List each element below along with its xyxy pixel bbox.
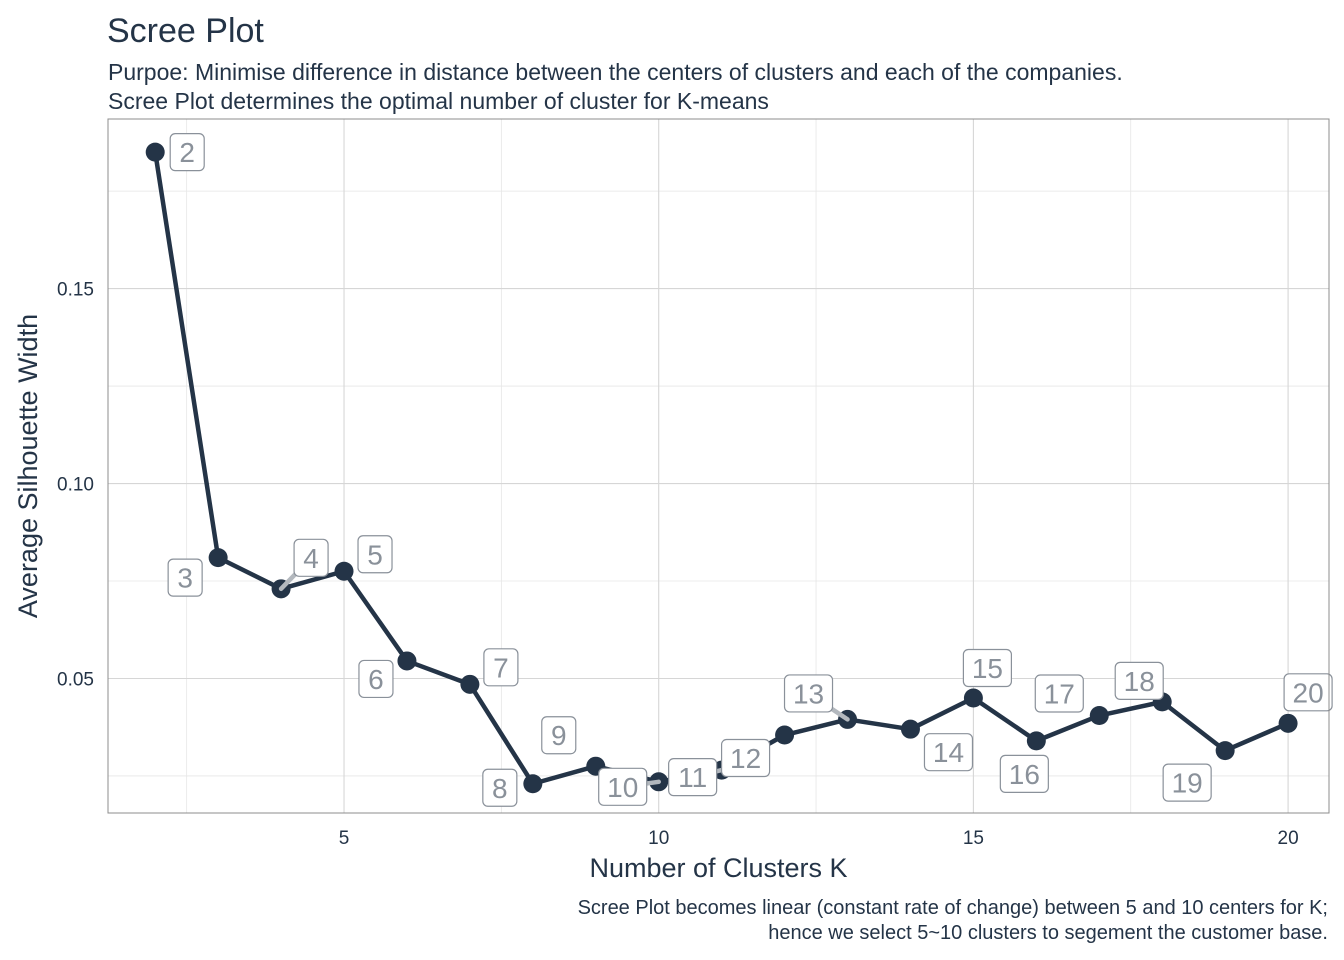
data-point: [963, 688, 983, 708]
point-label: 2: [179, 137, 195, 168]
point-label-box: [923, 733, 974, 772]
point-label: 15: [972, 653, 1003, 684]
point-label-box: [483, 648, 519, 687]
chart-subtitle: Purpoe: Minimise difference in distance …: [108, 58, 1123, 116]
point-label-box: [999, 754, 1049, 793]
point-label: 14: [933, 737, 964, 768]
point-label: 18: [1124, 666, 1155, 697]
point-label-box: [962, 648, 1012, 688]
point-label: 17: [1044, 679, 1075, 710]
point-label-box: [1283, 673, 1333, 712]
point-label-layer: 2 3 4 5 6 7 8 9 10 11 12 13 14 15 16 17 18 19 20: [167, 133, 1333, 807]
chart-caption-line-1: Scree Plot becomes linear (constant rate…: [577, 897, 1328, 919]
point-label: 20: [1293, 677, 1324, 708]
data-point: [460, 674, 480, 694]
point-label-box: [783, 674, 834, 713]
data-point: [145, 142, 165, 162]
data-point: [397, 651, 417, 671]
y-tick-label: 0.15: [57, 280, 94, 301]
data-point: [1215, 741, 1235, 761]
point-label: 7: [493, 652, 509, 683]
point-label: 6: [368, 664, 384, 695]
point-label-box: [482, 768, 518, 807]
data-point: [1026, 731, 1046, 751]
chart-caption-line-2: hence we select 5~10 clusters to segemen…: [768, 922, 1328, 944]
point-label: 19: [1172, 768, 1203, 799]
x-tick-label: 5: [339, 828, 350, 849]
point-label: 12: [730, 743, 761, 774]
point-label-box: [598, 767, 648, 806]
x-tick-label: 20: [1278, 828, 1299, 849]
point-label-box: [169, 133, 205, 172]
point-label-box: [357, 535, 393, 574]
point-label: 3: [177, 563, 193, 594]
chart-subtitle-line-1: Purpoe: Minimise difference in distance …: [108, 59, 1123, 85]
panel-border: [107, 118, 1330, 814]
chart-caption: Scree Plot becomes linear (constant rate…: [578, 896, 1328, 946]
point-label: 13: [793, 678, 824, 709]
point-label: 9: [551, 720, 567, 751]
point-label: 8: [492, 773, 508, 804]
point-label-box: [668, 758, 718, 797]
point-label-box: [167, 558, 203, 597]
point-label-box: [358, 659, 394, 699]
point-label-box: [1034, 674, 1084, 713]
point-label: 16: [1009, 759, 1040, 790]
grid-layer: [108, 119, 1329, 813]
axis-layer: 5 10 15 20 0.05 0.10 0.15: [57, 280, 1299, 849]
chart-subtitle-line-2: Scree Plot determines the optimal number…: [108, 88, 769, 114]
data-point: [900, 719, 920, 739]
point-label-box: [293, 538, 329, 577]
point-label: 4: [303, 543, 319, 574]
data-point: [334, 561, 354, 581]
point-label-box: [720, 738, 771, 778]
x-tick-label: 10: [648, 828, 669, 849]
y-axis-title: Average Silhouette Width: [13, 314, 43, 618]
data-point: [1278, 713, 1298, 733]
point-label: 10: [607, 772, 638, 803]
point-label-box: [541, 716, 577, 755]
point-label: 5: [367, 539, 383, 570]
point-label-box: [1114, 661, 1164, 700]
point-label: 11: [678, 762, 707, 793]
y-tick-label: 0.10: [57, 475, 94, 496]
y-tick-label: 0.05: [57, 669, 94, 690]
x-axis-title: Number of Clusters K: [589, 853, 847, 883]
data-point: [775, 725, 795, 745]
data-point: [1089, 706, 1109, 726]
data-point: [523, 774, 543, 794]
x-tick-label: 15: [963, 828, 984, 849]
chart-title: Scree Plot: [107, 12, 264, 50]
data-point: [208, 548, 228, 568]
point-label-box: [1162, 763, 1212, 802]
